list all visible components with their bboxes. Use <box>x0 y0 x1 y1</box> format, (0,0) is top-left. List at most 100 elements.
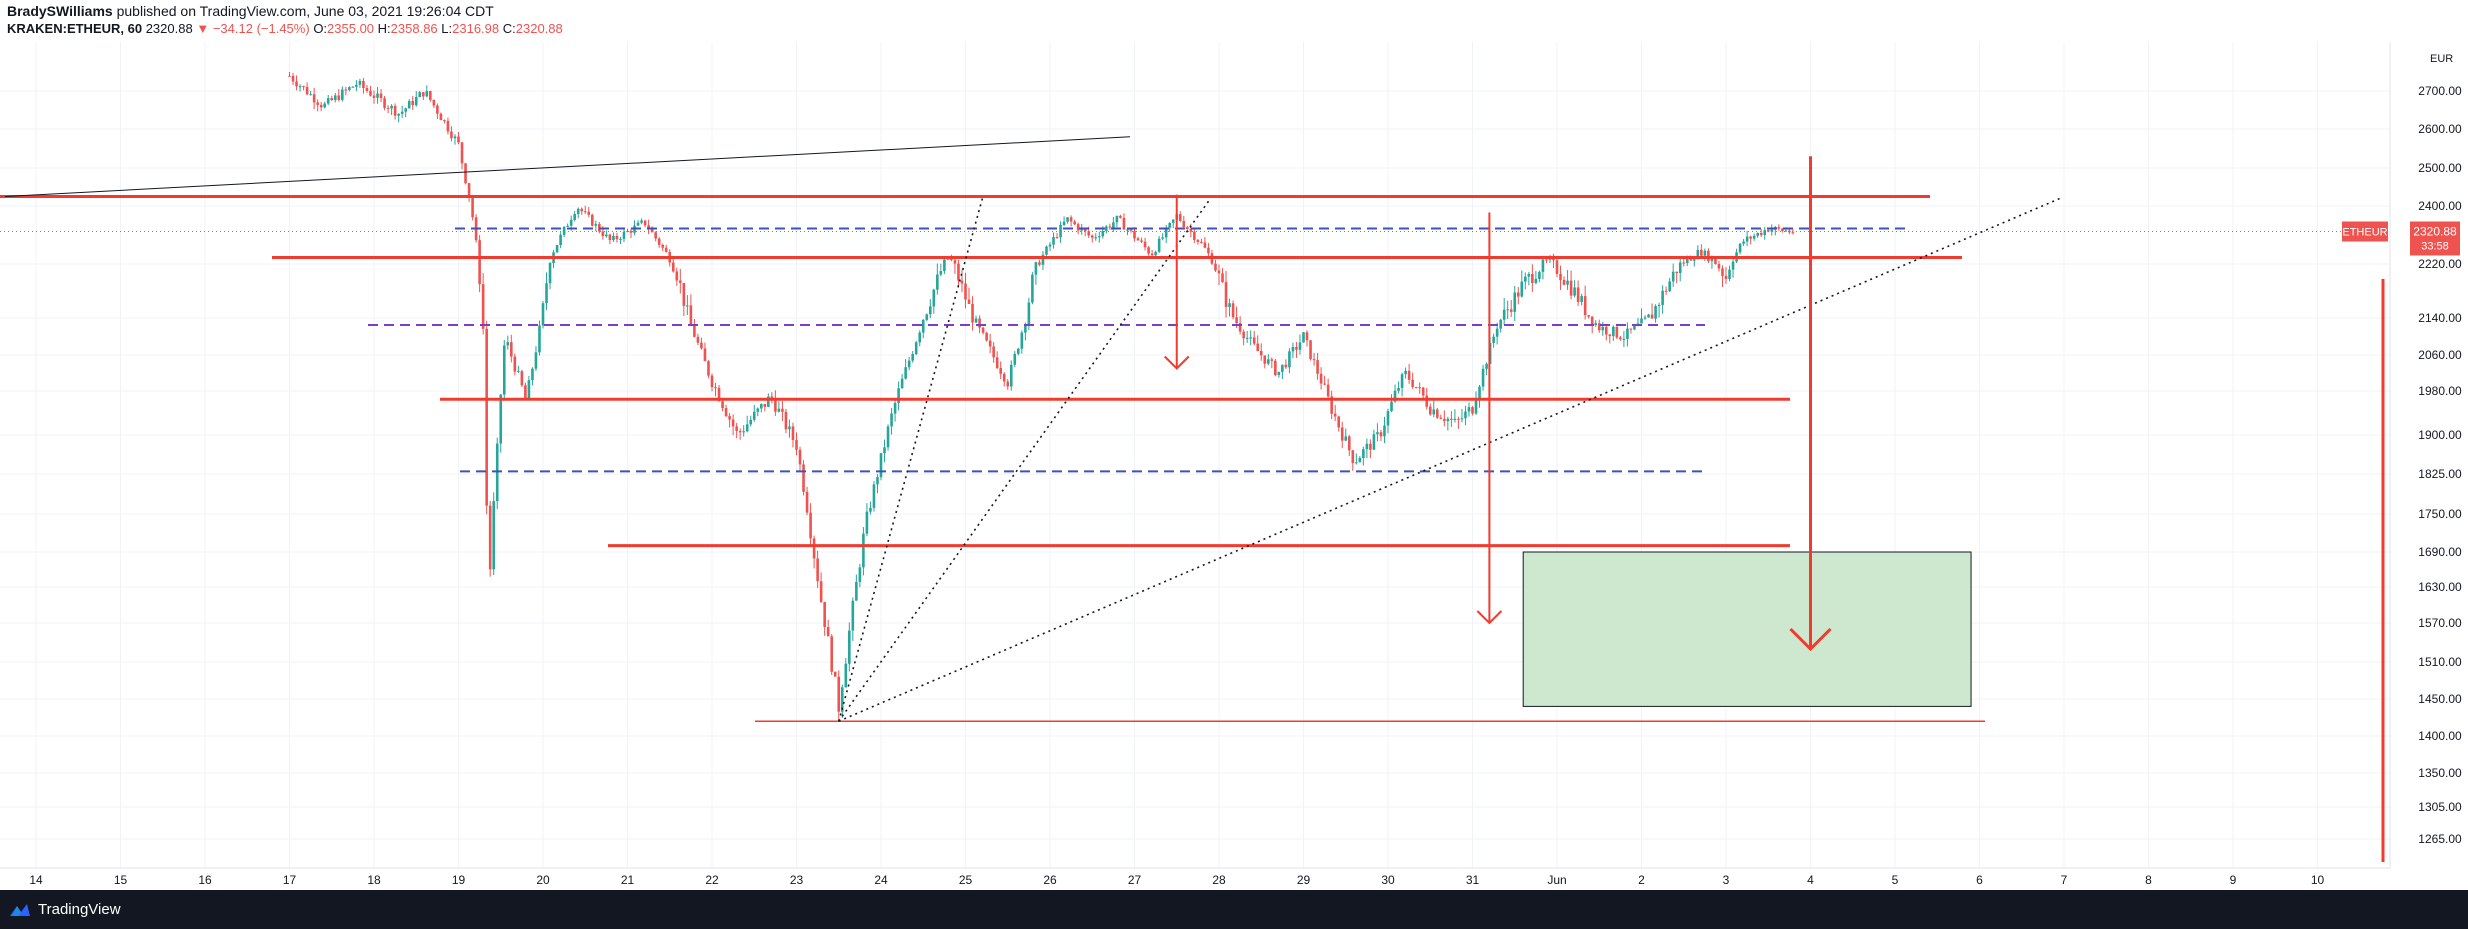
candle-body <box>583 211 587 213</box>
candle-body <box>312 94 316 103</box>
candle-body <box>1214 263 1217 271</box>
candle-body <box>1221 273 1224 283</box>
candle-body <box>1231 303 1235 318</box>
candle-body <box>1524 276 1527 282</box>
candle-body <box>1435 409 1439 418</box>
candle-body <box>369 90 372 96</box>
time-tick-label: 5 <box>1892 873 1899 887</box>
candle-body <box>1661 290 1664 305</box>
candle-body <box>1640 318 1643 324</box>
candle-body <box>1622 338 1626 340</box>
tradingview-logo[interactable]: TradingView <box>8 901 121 918</box>
candle-body <box>879 453 883 478</box>
candle-body <box>538 325 541 353</box>
candle-body <box>802 464 805 492</box>
candle-body <box>900 378 904 389</box>
candle-body <box>763 404 767 407</box>
candle-body <box>545 283 548 304</box>
candle-body <box>1717 263 1721 269</box>
candle-body <box>1668 281 1671 292</box>
candle-body <box>418 92 422 98</box>
candle-body <box>619 238 622 240</box>
candle-body <box>928 306 932 315</box>
candle-body <box>291 75 295 82</box>
candle-body <box>1017 348 1020 354</box>
candle-body <box>791 426 795 441</box>
candle-body <box>950 258 953 261</box>
candle-body <box>1228 303 1231 307</box>
time-tick-label: 4 <box>1807 873 1814 887</box>
candle-body <box>1140 240 1143 242</box>
candle-body <box>830 636 834 672</box>
price-axis[interactable]: 2700.00 2600.00 2500.00 2400.00 2220.00 2140.… <box>2418 53 2462 846</box>
candle-body <box>1703 250 1707 256</box>
candle-body <box>855 581 858 601</box>
candle-body <box>1541 259 1545 272</box>
candle-body <box>1467 407 1471 412</box>
candle-body <box>911 354 914 361</box>
candle-body <box>696 336 700 343</box>
price-tick-label: 1750.00 <box>2418 507 2462 521</box>
candle-body <box>1351 450 1355 464</box>
candle-body <box>337 95 341 100</box>
candle-body <box>1024 324 1027 333</box>
candle-body <box>1112 222 1115 228</box>
candle-body <box>1006 381 1010 387</box>
time-axis[interactable]: 14 15 16 17 18 19 20 21 22 23 24 25 26 27 28 29 30 31 Jun 2… <box>29 873 2324 887</box>
time-tick-label: 22 <box>705 873 719 887</box>
candle-body <box>1347 436 1351 451</box>
change-down-icon: ▼ <box>196 21 210 36</box>
candle-body <box>1527 273 1531 277</box>
candle-body <box>569 219 573 226</box>
candle-body <box>876 477 879 485</box>
price-tick-label: 1630.00 <box>2418 580 2462 594</box>
candle-body <box>1038 262 1041 265</box>
candle-body <box>1052 237 1055 245</box>
time-tick-label: 2 <box>1638 873 1645 887</box>
author-name[interactable]: BradySWilliams <box>7 3 113 19</box>
candle-body <box>816 558 819 582</box>
candle-body <box>1421 387 1425 396</box>
symbol-label[interactable]: KRAKEN:ETHEUR, 60 <box>7 21 143 36</box>
candle-body <box>1654 306 1657 319</box>
candle-body <box>404 108 407 112</box>
time-tick-label: 28 <box>1212 873 1226 887</box>
candle-body <box>967 299 971 304</box>
candle-body <box>383 98 386 108</box>
candle-body <box>657 238 661 245</box>
price-tick-label: 2400.00 <box>2418 199 2462 213</box>
candle-body <box>460 142 464 164</box>
candle-body <box>918 332 922 343</box>
target-zone-layer <box>1522 551 1972 707</box>
candle-body <box>988 340 992 347</box>
candle-body <box>1330 396 1333 414</box>
candle-body <box>1288 351 1291 368</box>
candle-body <box>464 163 467 184</box>
candle-body <box>534 352 538 369</box>
candle-body <box>647 225 650 230</box>
candle-body <box>1788 230 1791 233</box>
candle-body <box>671 262 675 272</box>
candle-body <box>759 404 763 409</box>
candle-body <box>1657 304 1661 307</box>
candle-body <box>1115 215 1119 223</box>
candle-body <box>1126 229 1129 231</box>
candle-body <box>1062 221 1066 225</box>
price-change: −34.12 (−1.45%) <box>212 21 310 36</box>
candle-body <box>372 95 376 98</box>
candle-body <box>492 501 496 570</box>
candle-body <box>1432 409 1436 415</box>
price-chart[interactable]: 2700.00 2600.00 2500.00 2400.00 2220.00 2140.… <box>0 42 2468 890</box>
candle-body <box>1545 259 1548 261</box>
candle-body <box>1752 235 1756 239</box>
candle-body <box>629 230 633 233</box>
candle-body <box>1678 262 1682 274</box>
candle-body <box>1587 315 1590 317</box>
candle-body <box>326 98 330 104</box>
candle-body <box>921 319 925 333</box>
time-tick-label: 14 <box>29 873 43 887</box>
candle-body <box>1728 269 1731 279</box>
price-tick-label: 1265.00 <box>2418 832 2462 846</box>
candle-body <box>904 367 907 379</box>
candle-body <box>700 342 703 349</box>
